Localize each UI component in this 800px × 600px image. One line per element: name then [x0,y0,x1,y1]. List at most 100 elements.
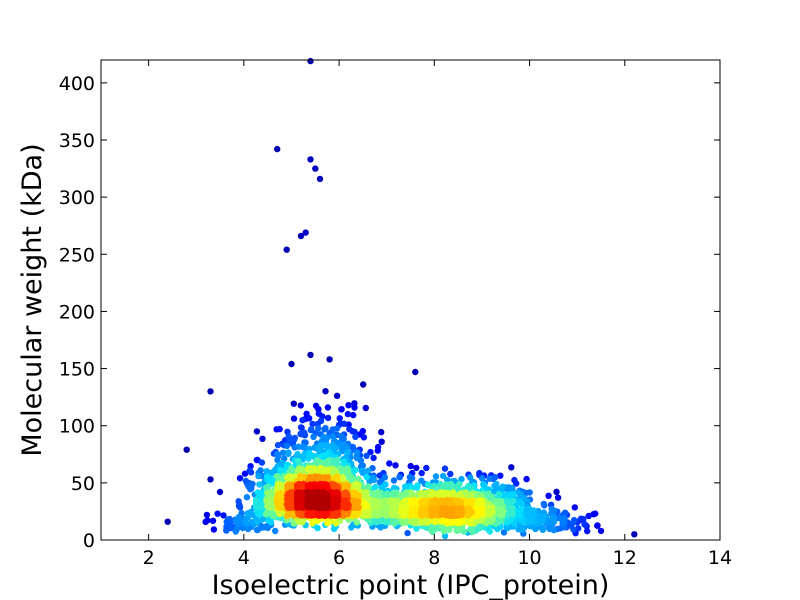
data-point [382,481,389,488]
data-point [345,402,352,409]
data-point [500,529,508,536]
data-point [584,527,591,535]
data-point [265,517,272,524]
data-point [491,474,499,481]
data-point [329,511,337,519]
data-point [340,458,348,465]
y-tick-label: 200 [59,301,95,323]
data-point [307,474,315,481]
data-point [350,411,357,419]
data-point [232,517,240,524]
data-point [164,518,171,525]
data-point [258,459,266,466]
data-point [506,509,513,517]
data-point [496,510,504,518]
data-point [322,425,329,432]
data-point [317,417,325,424]
data-point [352,466,359,474]
data-point [305,455,312,462]
data-point [290,400,297,407]
data-point [324,404,332,411]
data-point [312,165,319,172]
data-point [499,483,506,490]
data-point [365,483,372,490]
data-point [360,381,367,388]
data-point [274,145,281,153]
data-point [283,246,290,253]
data-point [342,484,349,492]
data-point [353,519,361,526]
data-point [210,526,218,533]
data-point [255,502,262,509]
data-point [448,519,455,526]
data-point [263,473,271,480]
data-point [329,433,336,440]
data-point [441,491,448,499]
data-point [515,526,522,533]
data-point [276,425,283,433]
data-point [408,474,416,482]
data-point [322,388,329,395]
data-point [485,504,493,512]
data-point [486,475,493,482]
data-point [575,525,582,532]
data-point [561,515,568,522]
y-tick-label: 100 [59,416,95,438]
data-point [480,481,487,488]
data-point [441,465,449,472]
data-point [422,489,430,497]
data-point [253,428,261,435]
data-point [326,356,333,363]
data-point [345,504,352,511]
data-point [407,512,415,519]
data-point [223,526,230,534]
data-points [164,57,638,540]
data-point [493,480,500,488]
data-point [358,462,365,470]
data-point [207,476,214,483]
data-point [408,489,415,496]
data-point [226,515,233,523]
data-point [465,491,472,499]
x-tick-label: 6 [333,547,345,569]
data-point [324,519,331,527]
data-point [265,483,272,490]
data-point [390,489,397,496]
data-point [349,428,356,435]
data-point [429,517,436,524]
data-point [294,467,302,474]
data-point [329,442,336,449]
data-point [467,526,474,533]
data-point [365,467,372,474]
data-point [276,466,284,473]
y-tick-label: 250 [59,244,95,266]
data-point [581,521,589,528]
data-point [571,504,578,511]
data-point [295,443,302,450]
data-point [267,504,274,511]
data-point [392,462,399,469]
data-point [241,470,249,477]
data-point [378,438,385,445]
data-point [456,509,463,516]
data-point [381,500,388,507]
plot-frame [100,59,721,541]
data-point [363,509,371,516]
data-point [403,489,410,496]
data-point [358,467,366,474]
data-point [488,493,495,500]
data-point [321,474,329,481]
data-point [381,474,389,481]
data-point [283,442,291,450]
data-point [236,504,244,511]
y-axis-ticks: 0 50 100 150 200 250 300 350 400 [59,73,720,552]
data-point [536,513,543,520]
data-point [468,499,475,506]
data-point [376,472,383,479]
data-point [255,472,262,480]
data-point [494,498,501,505]
data-point [378,428,385,436]
data-point [233,526,240,533]
data-point [333,392,341,399]
